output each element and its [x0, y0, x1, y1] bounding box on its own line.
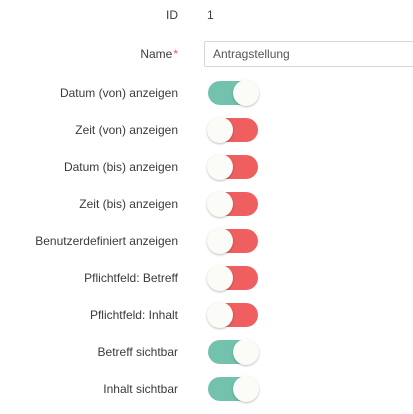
toggle-row-benutzerdefiniert: Benutzerdefiniert anzeigen	[0, 227, 413, 255]
toggle-knob	[233, 339, 259, 365]
toggle-row-datum-von: Datum (von) anzeigen	[0, 79, 413, 107]
toggle-knob	[207, 117, 233, 143]
name-input[interactable]	[204, 41, 413, 67]
toggle-row-datum-bis: Datum (bis) anzeigen	[0, 153, 413, 181]
toggle-knob	[207, 191, 233, 217]
toggle-pflichtfeld-betreff[interactable]	[207, 265, 258, 291]
toggle-row-zeit-bis: Zeit (bis) anzeigen	[0, 190, 413, 218]
toggle-datum-bis[interactable]	[207, 154, 258, 180]
toggle-row-inhalt-sichtbar: Inhalt sichtbar	[0, 375, 413, 403]
toggle-pflichtfeld-inhalt[interactable]	[207, 302, 258, 328]
id-value: 1	[207, 8, 214, 22]
toggle-zeit-von[interactable]	[207, 117, 258, 143]
toggle-label: Datum (von) anzeigen	[59, 86, 178, 100]
toggle-knob	[207, 265, 233, 291]
toggle-knob	[207, 228, 233, 254]
name-row: Name*	[0, 40, 413, 68]
toggle-label: Datum (bis) anzeigen	[63, 160, 178, 174]
toggle-row-zeit-von: Zeit (von) anzeigen	[0, 116, 413, 144]
name-label-text: Name	[140, 47, 173, 61]
toggle-label: Inhalt sichtbar	[103, 382, 178, 396]
toggle-benutzerdefiniert[interactable]	[207, 228, 258, 254]
toggle-row-pflichtfeld-inhalt: Pflichtfeld: Inhalt	[0, 301, 413, 329]
toggle-row-pflichtfeld-betreff: Pflichtfeld: Betreff	[0, 264, 413, 292]
toggle-inhalt-sichtbar[interactable]	[208, 376, 259, 402]
toggle-betreff-sichtbar[interactable]	[208, 339, 259, 365]
toggle-row-betreff-sichtbar: Betreff sichtbar	[0, 338, 413, 366]
name-label: Name*	[140, 47, 178, 61]
toggle-knob	[207, 302, 233, 328]
toggle-label: Pflichtfeld: Betreff	[84, 271, 178, 285]
toggle-label: Pflichtfeld: Inhalt	[89, 308, 178, 322]
toggle-label: Zeit (bis) anzeigen	[79, 197, 178, 211]
toggle-label: Betreff sichtbar	[97, 345, 178, 359]
toggle-knob	[233, 80, 259, 106]
toggle-label: Zeit (von) anzeigen	[75, 123, 178, 137]
toggle-label: Benutzerdefiniert anzeigen	[35, 234, 178, 248]
id-label: ID	[166, 8, 178, 22]
toggle-zeit-bis[interactable]	[207, 191, 258, 217]
toggle-knob	[207, 154, 233, 180]
id-row: ID 1	[0, 1, 413, 29]
toggle-knob	[233, 376, 259, 402]
toggle-datum-von[interactable]	[208, 80, 259, 106]
required-marker: *	[173, 47, 178, 61]
